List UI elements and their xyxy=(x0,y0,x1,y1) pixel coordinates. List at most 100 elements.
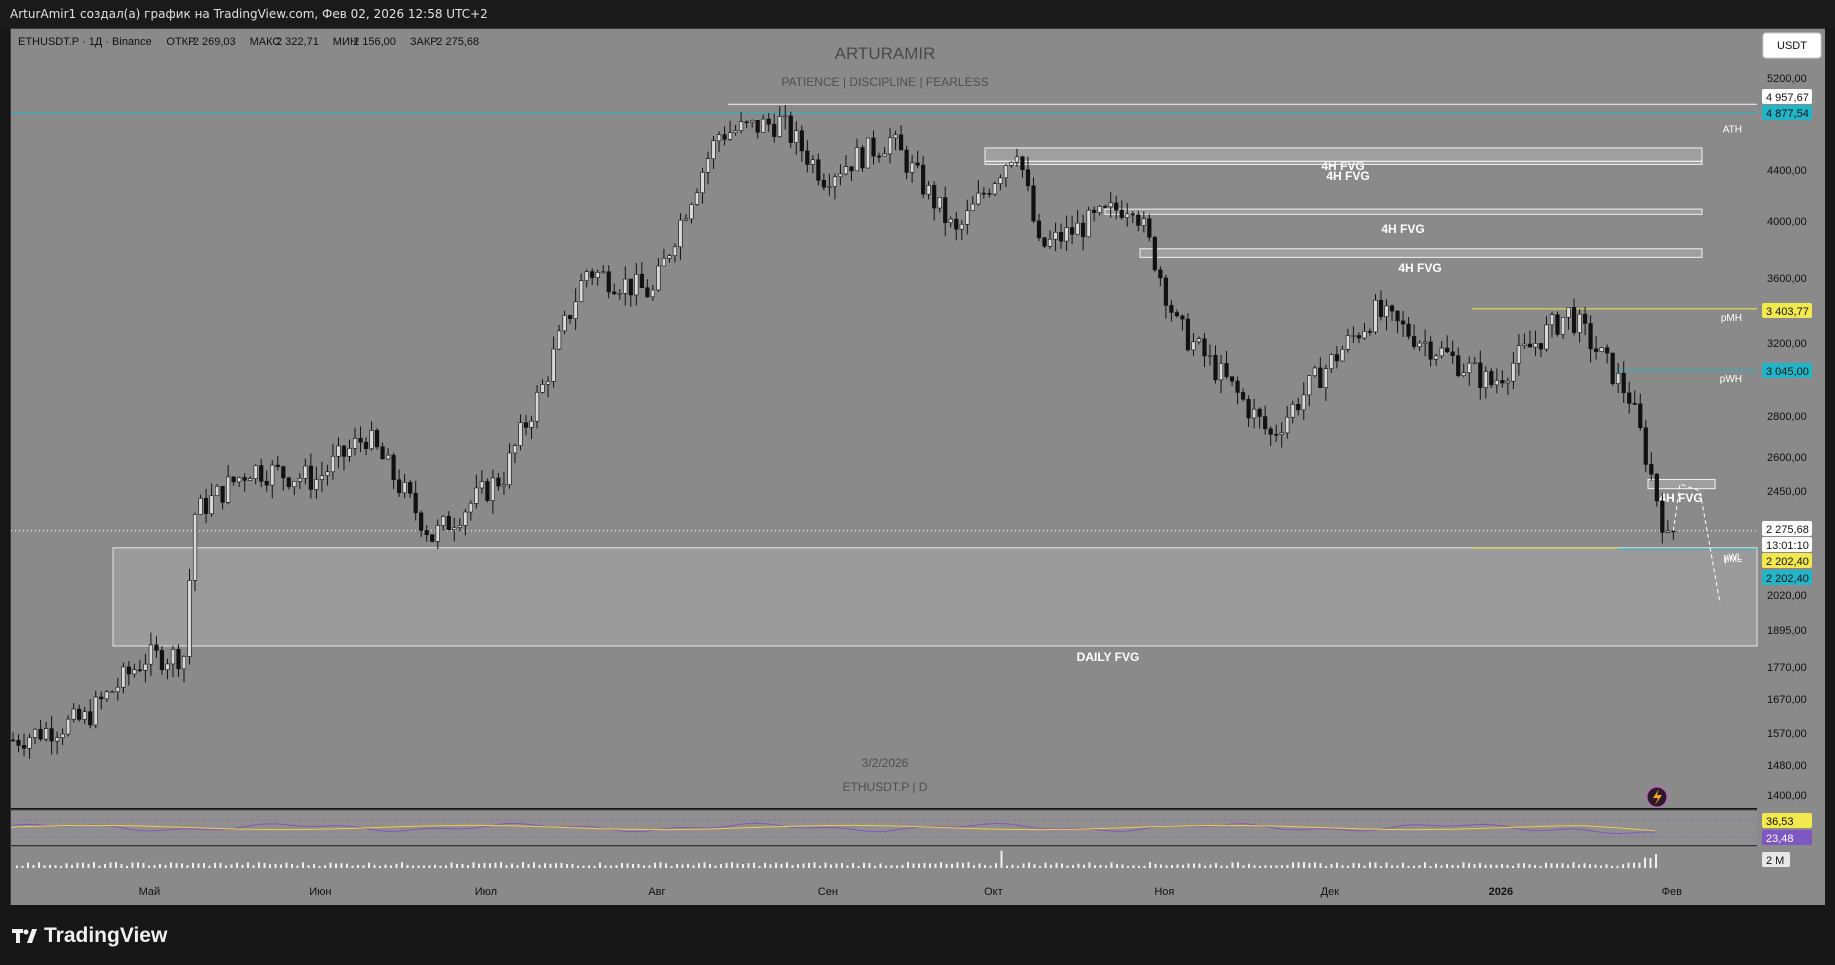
pmh-label: pMH xyxy=(1721,313,1742,324)
volume-bar xyxy=(1232,862,1234,868)
price-axis-label: 3200,00 xyxy=(1767,338,1807,350)
candle xyxy=(1125,214,1129,218)
candle xyxy=(127,667,131,674)
ath-label: ATH xyxy=(1723,124,1742,135)
candle xyxy=(607,272,611,292)
candle xyxy=(778,117,782,137)
volume-bar xyxy=(1116,864,1118,868)
candle xyxy=(712,141,716,159)
candle xyxy=(403,482,407,492)
volume-bar xyxy=(143,863,145,868)
volume-bar xyxy=(1479,863,1481,868)
candle xyxy=(1672,531,1676,532)
volume-bar xyxy=(1364,866,1366,868)
candle xyxy=(1263,417,1267,429)
price-tag-label: 2 M xyxy=(1766,855,1784,867)
candle xyxy=(844,167,848,174)
candle xyxy=(1341,349,1345,361)
candle xyxy=(199,498,203,514)
watermark-title: ARTURAMIR xyxy=(835,44,936,63)
volume-bar xyxy=(1655,854,1657,868)
time-axis[interactable] xyxy=(11,878,1825,905)
volume-bar xyxy=(99,866,101,868)
candle xyxy=(1495,380,1499,384)
candle xyxy=(1219,363,1223,379)
volume-bar xyxy=(324,865,326,868)
volume-bar xyxy=(1111,863,1113,868)
volume-bar xyxy=(588,865,590,868)
volume-bar xyxy=(60,866,62,868)
candle xyxy=(1578,314,1582,332)
candle xyxy=(651,290,655,297)
volume-bar xyxy=(951,864,953,868)
volume-bar xyxy=(148,865,150,868)
price-axis-label: 4400,00 xyxy=(1767,165,1807,177)
tradingview-logo[interactable]: TradingView xyxy=(12,924,167,948)
candle xyxy=(1225,363,1229,376)
candle xyxy=(1423,342,1427,343)
candle xyxy=(695,193,699,205)
fvg-4h-zone xyxy=(1140,249,1702,258)
candle xyxy=(938,198,942,209)
candle xyxy=(1622,373,1626,392)
candle xyxy=(193,514,197,580)
volume-bar xyxy=(341,863,343,868)
volume-bar xyxy=(192,863,194,868)
volume-bar xyxy=(236,863,238,868)
candle xyxy=(1274,434,1278,435)
volume-bar xyxy=(445,865,447,868)
volume-bar xyxy=(786,862,788,868)
candle xyxy=(601,272,605,273)
candle xyxy=(1010,162,1014,165)
candle xyxy=(210,496,214,514)
candle xyxy=(1418,343,1422,347)
volume-bar xyxy=(715,866,717,868)
volume-bar xyxy=(1578,865,1580,868)
candle xyxy=(458,525,462,527)
volume-bar xyxy=(918,864,920,868)
volume-bar xyxy=(1600,866,1602,868)
main-pane[interactable] xyxy=(11,29,1757,808)
currency-button-label[interactable]: USDT xyxy=(1777,40,1807,52)
candle xyxy=(524,423,528,428)
candle xyxy=(977,193,981,204)
watermark-subtitle: PATIENCE | DISCIPLINE | FEARLESS xyxy=(781,75,988,89)
candle xyxy=(166,664,170,670)
volume-bar xyxy=(484,863,486,868)
volume-pane[interactable] xyxy=(11,846,1757,878)
volume-bar xyxy=(1336,863,1338,868)
candle xyxy=(1385,306,1389,317)
candle xyxy=(1390,306,1394,311)
volume-bar xyxy=(264,863,266,868)
volume-bar xyxy=(858,866,860,868)
volume-bar xyxy=(962,863,964,868)
volume-bar xyxy=(1375,863,1377,868)
candle xyxy=(574,302,578,319)
pwl-label: pWL xyxy=(1723,552,1742,562)
candle xyxy=(943,198,947,223)
candle xyxy=(1611,353,1615,384)
candle xyxy=(1004,165,1008,177)
candle xyxy=(22,745,26,748)
candle xyxy=(1484,371,1488,387)
candle xyxy=(850,167,854,171)
legend-high: 2 322,71 xyxy=(276,36,319,48)
volume-bar xyxy=(1342,865,1344,868)
volume-bar xyxy=(1182,865,1184,868)
volume-bar xyxy=(16,866,18,868)
volume-bar xyxy=(1457,865,1459,868)
candle xyxy=(138,670,142,671)
watermark-date: 3/2/2026 xyxy=(862,756,909,770)
candlestick-chart[interactable]: ARTURAMIR PATIENCE | DISCIPLINE | FEARLES… xyxy=(0,0,1835,912)
candle xyxy=(927,185,931,194)
candle xyxy=(469,503,473,512)
candle xyxy=(77,709,81,719)
candle xyxy=(160,650,164,669)
candle xyxy=(315,479,319,489)
volume-bar xyxy=(1320,863,1322,868)
candle xyxy=(910,163,914,173)
volume-bar xyxy=(1463,862,1465,868)
volume-bar xyxy=(1243,865,1245,868)
price-tag-label: 3 045,00 xyxy=(1766,366,1809,378)
candle xyxy=(1015,157,1019,162)
